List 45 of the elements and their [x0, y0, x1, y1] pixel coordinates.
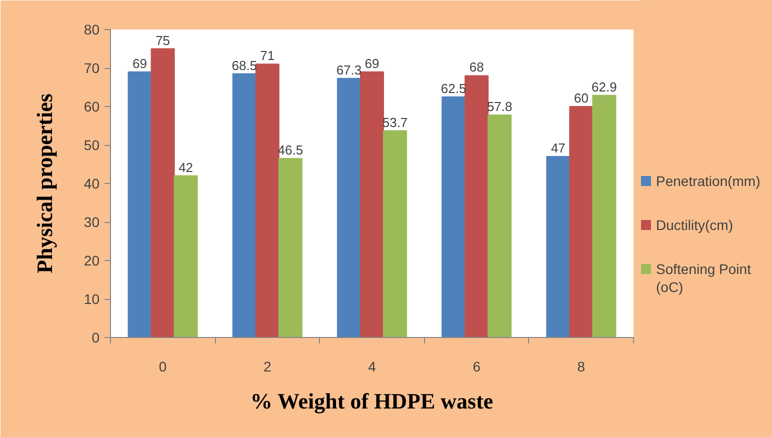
- y-axis-title: Physical properties: [32, 93, 57, 274]
- bar: [546, 156, 570, 338]
- y-tick-label: 20: [84, 252, 100, 268]
- data-label: 67.3: [336, 62, 362, 78]
- data-label: 68: [469, 60, 484, 75]
- bar: [442, 96, 466, 338]
- bar: [232, 73, 256, 338]
- y-tick-label: 30: [84, 214, 100, 230]
- bar: [592, 94, 616, 338]
- y-tick-label: 80: [84, 22, 100, 38]
- bar: [336, 78, 361, 338]
- legend-label: Penetration(mm): [656, 172, 760, 190]
- y-tick-label: 0: [92, 330, 100, 346]
- data-label: 60: [574, 90, 588, 106]
- data-label: 62.9: [592, 79, 617, 94]
- bar: [488, 114, 512, 338]
- bar: [383, 130, 408, 338]
- bar: [569, 106, 594, 338]
- y-tick-label: 50: [84, 137, 100, 153]
- legend-label: Softening Point (oC): [656, 260, 752, 296]
- data-label: 75: [156, 32, 170, 48]
- data-label: 71: [260, 48, 275, 64]
- x-tick-label: 2: [264, 358, 272, 374]
- x-tick-label: 8: [577, 358, 586, 374]
- bar: [174, 175, 198, 338]
- x-tick-label: 4: [368, 358, 376, 374]
- data-label: 47: [550, 140, 566, 156]
- bar: [150, 48, 175, 338]
- data-label: 69: [364, 56, 380, 71]
- data-label: 42: [178, 160, 194, 175]
- x-tick-label: 0: [158, 358, 167, 374]
- x-axis-title: % Weight of HDPE waste: [250, 388, 494, 414]
- bar: [464, 75, 489, 338]
- y-tick-label: 40: [84, 176, 100, 192]
- y-tick-label: 60: [84, 98, 100, 114]
- bar: [278, 158, 302, 338]
- x-tick-label: 6: [472, 358, 481, 374]
- data-label: 68.5: [232, 58, 258, 73]
- y-tick-label: 70: [84, 60, 100, 76]
- bar: [128, 71, 152, 338]
- data-label: 69: [132, 56, 148, 71]
- bar: [255, 64, 280, 338]
- bar: [360, 71, 384, 338]
- y-tick-label: 10: [84, 291, 100, 307]
- legend-label: Ductility(cm): [656, 216, 733, 234]
